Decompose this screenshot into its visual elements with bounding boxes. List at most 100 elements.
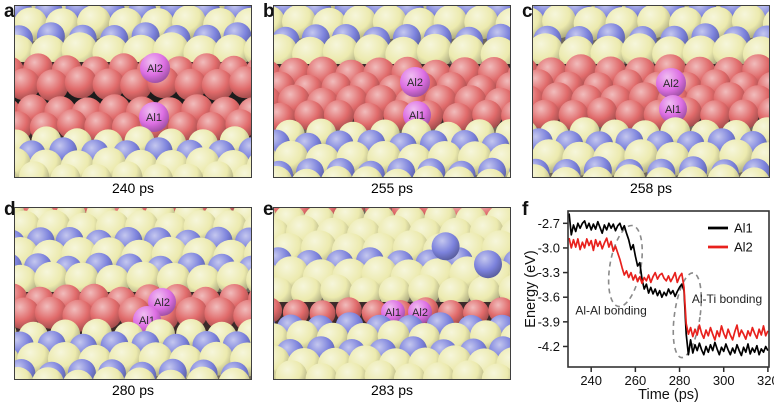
energy-time-chart-canvas: 240 260 280 300 320 -2.7 -3.0 -3.3 -3.6 -3.9 -4.2 A…	[523, 210, 779, 403]
ti-yellow-sphere	[292, 168, 321, 177]
panel-d-caption: 280 ps	[111, 382, 155, 398]
panel-d-letter: d	[4, 199, 16, 220]
ti-yellow-sphere	[677, 166, 708, 177]
panel-e-snapshot: Al1 Al2	[273, 207, 511, 380]
ti-yellow-sphere	[32, 367, 64, 379]
atom-al2	[656, 68, 686, 98]
panel-c-snapshot: Al2 Al1	[532, 5, 770, 178]
ti-yellow-sphere	[275, 360, 308, 379]
y-tick-label: -3.6	[538, 290, 560, 305]
ti-yellow-sphere	[533, 164, 550, 177]
panel-a-letter: a	[4, 1, 15, 22]
y-tick-label: -3.9	[538, 314, 560, 329]
ti-yellow-sphere	[416, 33, 453, 70]
ti-yellow-sphere	[203, 161, 233, 177]
y-axis-title: Energy (eV)	[523, 250, 539, 327]
ti-yellow-sphere	[739, 167, 769, 177]
panel-e-letter: e	[263, 199, 274, 220]
ti-yellow-sphere	[481, 363, 510, 379]
ti-yellow-sphere	[93, 366, 125, 379]
ti-yellow-sphere	[408, 274, 441, 307]
panel-c-letter: c	[522, 1, 533, 22]
x-tick-label: 260	[625, 373, 647, 388]
ti-yellow-sphere	[321, 166, 352, 177]
al-red-sphere	[204, 297, 237, 330]
ti-yellow-sphere	[335, 362, 368, 379]
panel-c-canvas: Al2 Al1	[533, 6, 769, 177]
y-tick-label: -2.7	[538, 216, 560, 231]
ti-yellow-sphere	[476, 168, 505, 177]
ti-yellow-sphere	[613, 164, 646, 177]
panel-f-chart: 240 260 280 300 320 -2.7 -3.0 -3.3 -3.6 -3.9 -4.2 A…	[522, 202, 779, 404]
al-red-sphere	[587, 97, 618, 128]
ti-yellow-sphere	[142, 164, 173, 177]
ti-yellow-sphere	[112, 161, 143, 177]
atom-label-al2: Al2	[412, 307, 428, 319]
atom-label-al1: Al1	[409, 110, 425, 122]
al-red-sphere	[36, 69, 69, 102]
blue-sphere	[474, 250, 502, 279]
al-red-sphere	[323, 100, 354, 130]
legend-label-al1: Al1	[734, 221, 753, 236]
ti-yellow-sphere	[423, 362, 455, 379]
panel-b-canvas: Al2 Al1	[274, 6, 510, 177]
atom-label-al1: Al1	[146, 112, 162, 124]
al-red-sphere	[274, 298, 283, 323]
ti-yellow-sphere	[63, 369, 93, 379]
ti-yellow-sphere	[233, 164, 251, 177]
annotation-text: Al-Al bonding	[575, 303, 646, 317]
panel-e-canvas: Al1 Al2	[274, 208, 510, 379]
ti-yellow-sphere	[444, 166, 475, 177]
al1-series-line	[568, 213, 769, 357]
blue-sphere	[431, 232, 460, 261]
panel-d-snapshot: Al2 Al1	[14, 207, 252, 380]
ti-yellow-sphere	[244, 36, 251, 65]
panel-a-snapshot: Al2 Al1	[14, 5, 252, 178]
atom-label-al2: Al2	[407, 77, 423, 89]
al-red-sphere	[175, 297, 208, 329]
ti-yellow-sphere	[274, 166, 292, 177]
annotation-ellipse	[672, 272, 703, 359]
ti-yellow-sphere	[246, 268, 251, 292]
al-red-sphere	[15, 297, 40, 330]
panel-b-snapshot: Al2 Al1	[273, 5, 511, 178]
ti-yellow-sphere	[305, 363, 338, 379]
al-red-sphere	[229, 66, 251, 99]
al-red-sphere	[34, 296, 67, 329]
panel-b-caption: 255 ps	[370, 180, 414, 196]
ti-yellow-sphere	[412, 165, 444, 177]
ti-yellow-sphere	[383, 168, 412, 177]
al-red-sphere	[15, 68, 41, 101]
ti-yellow-sphere	[582, 166, 613, 177]
panel-b-letter: b	[263, 1, 275, 22]
al2-series-line	[568, 237, 769, 341]
ti-yellow-sphere	[81, 164, 112, 177]
ti-yellow-sphere	[646, 167, 676, 177]
atom-label-al1: Al1	[385, 307, 401, 319]
ti-yellow-sphere	[707, 164, 740, 177]
ti-yellow-sphere	[15, 367, 34, 379]
ti-yellow-sphere	[15, 171, 18, 177]
panel-c-caption: 258 ps	[629, 180, 673, 196]
annotation-text: Al-Ti bonding	[692, 292, 762, 306]
x-tick-label: 320	[757, 373, 774, 388]
plot-border	[567, 210, 770, 368]
x-tick-label: 300	[713, 373, 735, 388]
ti-yellow-sphere	[274, 277, 294, 310]
y-tick-label: -3.0	[538, 240, 560, 255]
y-tick-label: -3.3	[538, 265, 560, 280]
ti-yellow-sphere	[393, 363, 426, 379]
atom-label-al2: Al2	[663, 78, 679, 90]
al-red-sphere	[92, 68, 125, 101]
legend-label-al2: Al2	[734, 240, 753, 255]
atom-al2	[400, 67, 430, 97]
atom-label-al1: Al1	[665, 104, 681, 116]
y-tick-label: -4.2	[538, 339, 560, 354]
ti-yellow-sphere	[156, 369, 186, 379]
panel-a-caption: 240 ps	[111, 180, 155, 196]
atom-al1	[139, 102, 169, 132]
al-red-sphere	[201, 69, 234, 101]
ti-yellow-sphere	[364, 360, 397, 379]
